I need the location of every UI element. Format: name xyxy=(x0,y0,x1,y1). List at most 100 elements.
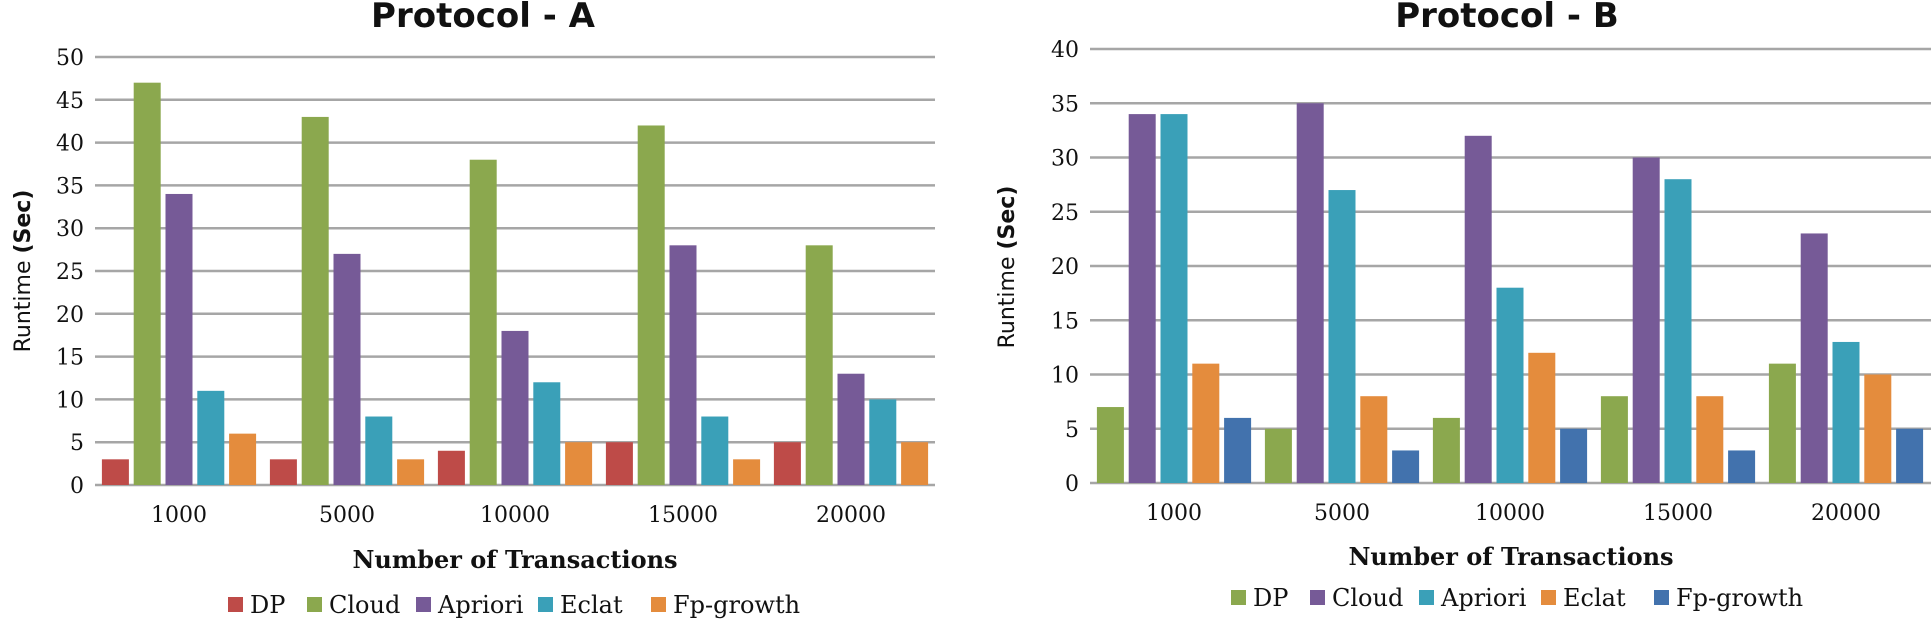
bar-fp-growth-1000 xyxy=(229,433,257,485)
x-tick-label: 5000 xyxy=(319,503,375,528)
bar-dp-1000 xyxy=(1096,407,1124,483)
bar-eclat-15000 xyxy=(1696,396,1724,483)
bar-apriori-20000 xyxy=(837,373,865,485)
legend-swatch xyxy=(1541,590,1556,605)
bar-dp-5000 xyxy=(269,459,297,485)
bar-dp-10000 xyxy=(437,450,465,485)
bar-eclat-10000 xyxy=(1528,352,1556,483)
x-tick-label: 10000 xyxy=(1475,501,1545,526)
y-axis-label-text: Runtime xyxy=(11,254,36,353)
y-tick-label: 25 xyxy=(1051,201,1079,226)
y-axis-label-unit: (Sec) xyxy=(11,190,36,254)
bar-apriori-5000 xyxy=(333,253,361,485)
x-axis-label: Number of Transactions xyxy=(1348,542,1673,571)
y-tick-label: 0 xyxy=(1065,472,1079,497)
y-tick-label: 40 xyxy=(56,132,84,157)
x-tick-label: 5000 xyxy=(1314,501,1370,526)
bar-fp-growth-5000 xyxy=(397,459,425,485)
y-tick-label: 25 xyxy=(56,260,84,285)
chart-title: Protocol - B xyxy=(1395,0,1619,36)
y-tick-label: 5 xyxy=(1065,418,1079,443)
bar-cloud-15000 xyxy=(637,125,665,485)
bar-apriori-20000 xyxy=(1832,341,1860,483)
bar-dp-10000 xyxy=(1432,417,1460,483)
bar-dp-20000 xyxy=(1768,363,1796,483)
bar-apriori-1000 xyxy=(165,193,193,485)
bar-apriori-15000 xyxy=(1664,179,1692,483)
legend-entry: Eclat xyxy=(1563,584,1626,612)
y-tick-label: 20 xyxy=(56,303,84,328)
legend-swatch xyxy=(651,597,666,612)
legend-swatch xyxy=(538,597,553,612)
legend-entry: DP xyxy=(250,591,285,619)
legend-entry: Fp-growth xyxy=(1676,584,1803,612)
chart-protocol-a: Protocol - A 0 5 10 15 20 25 30 35 40 45 50 1000 5000… xyxy=(11,0,935,619)
bar-dp-15000 xyxy=(1600,396,1628,483)
bar-cloud-1000 xyxy=(1128,114,1156,483)
y-axis-label: Runtime (Sec) xyxy=(11,190,36,353)
legend-entry: Apriori xyxy=(1440,584,1527,612)
y-tick-label: 30 xyxy=(1051,147,1079,172)
x-tick-label: 1000 xyxy=(1146,501,1202,526)
legend-entry: Fp-growth xyxy=(673,591,800,619)
bar-apriori-5000 xyxy=(1328,190,1356,484)
chart-title: Protocol - A xyxy=(371,0,596,36)
x-tick-label: 15000 xyxy=(1643,501,1713,526)
legend-entry: Cloud xyxy=(1332,584,1403,612)
bar-cloud-5000 xyxy=(1296,103,1324,483)
bar-fp-growth-20000 xyxy=(901,442,929,485)
y-tick-label: 0 xyxy=(70,474,84,499)
bar-eclat-5000 xyxy=(365,416,393,485)
legend-entry: Cloud xyxy=(329,591,400,619)
bar-eclat-10000 xyxy=(533,382,561,485)
bar-eclat-5000 xyxy=(1360,396,1388,483)
bar-cloud-1000 xyxy=(133,82,161,486)
bar-dp-1000 xyxy=(101,459,129,485)
legend-entry: Eclat xyxy=(560,591,623,619)
chart-protocol-b: Protocol - B 0 5 10 15 20 25 30 35 40 1000 5000 1000… xyxy=(995,0,1931,612)
legend-swatch xyxy=(416,597,431,612)
legend-swatch xyxy=(307,597,322,612)
legend-swatch xyxy=(1231,590,1246,605)
bar-dp-15000 xyxy=(605,442,633,485)
legend-swatch xyxy=(1654,590,1669,605)
bar-fp-growth-20000 xyxy=(1896,428,1924,483)
legend-swatch xyxy=(228,597,243,612)
y-axis-label: Runtime (Sec) xyxy=(995,186,1020,349)
bar-apriori-1000 xyxy=(1160,114,1188,483)
x-tick-label: 20000 xyxy=(1811,501,1881,526)
bar-cloud-20000 xyxy=(805,245,833,485)
y-tick-label: 30 xyxy=(56,217,84,242)
bar-fp-growth-5000 xyxy=(1392,450,1420,483)
bar-apriori-15000 xyxy=(669,245,697,485)
y-axis-label-text: Runtime xyxy=(995,250,1020,349)
bar-fp-growth-10000 xyxy=(1560,428,1588,483)
x-tick-label: 20000 xyxy=(816,503,886,528)
bar-eclat-20000 xyxy=(869,399,897,485)
x-tick-label: 10000 xyxy=(480,503,550,528)
y-tick-label: 15 xyxy=(56,346,84,371)
bar-dp-5000 xyxy=(1264,428,1292,483)
y-tick-label: 15 xyxy=(1051,309,1079,334)
y-tick-label: 50 xyxy=(56,46,84,71)
y-axis-label-unit: (Sec) xyxy=(995,186,1020,250)
legend-entry: DP xyxy=(1253,584,1288,612)
bar-cloud-10000 xyxy=(469,159,497,485)
bar-eclat-15000 xyxy=(701,416,729,485)
bar-dp-20000 xyxy=(773,442,801,485)
bar-cloud-20000 xyxy=(1800,233,1828,483)
legend-swatch xyxy=(1310,590,1325,605)
bar-cloud-15000 xyxy=(1632,157,1660,483)
legend-swatch xyxy=(1419,590,1434,605)
y-tick-label: 45 xyxy=(56,89,84,114)
y-tick-label: 5 xyxy=(70,431,84,456)
y-tick-label: 10 xyxy=(1051,364,1079,389)
y-tick-label: 35 xyxy=(1051,92,1079,117)
bar-fp-growth-1000 xyxy=(1224,417,1252,483)
y-tick-label: 20 xyxy=(1051,255,1079,280)
y-tick-label: 40 xyxy=(1051,38,1079,63)
bar-fp-growth-15000 xyxy=(733,459,761,485)
bar-eclat-1000 xyxy=(197,390,225,485)
x-axis-label: Number of Transactions xyxy=(352,545,677,574)
